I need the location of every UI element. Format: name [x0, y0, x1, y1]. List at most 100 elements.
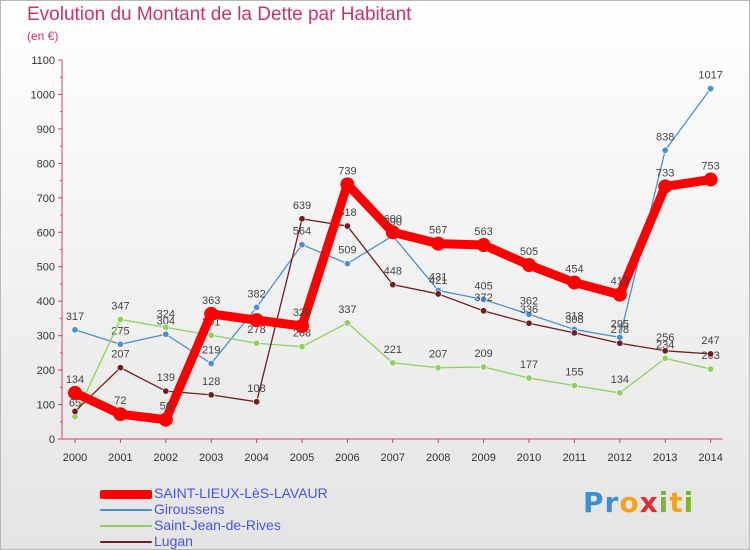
data-point: [385, 225, 400, 240]
data-point: [525, 310, 533, 318]
data-label: 405: [474, 280, 492, 292]
data-point: [116, 364, 124, 372]
data-label: 753: [701, 161, 719, 173]
y-tick-label: 400: [37, 296, 55, 308]
data-label: 234: [656, 339, 674, 351]
data-label: 505: [520, 246, 538, 258]
data-label: 563: [474, 226, 492, 238]
legend-swatch: [100, 541, 152, 543]
data-point: [340, 177, 355, 192]
data-label: 454: [565, 264, 583, 276]
x-tick-label: 2004: [244, 452, 268, 464]
y-tick-label: 300: [37, 331, 55, 343]
x-tick-label: 2012: [608, 452, 632, 464]
brand-letter: x: [639, 486, 659, 519]
x-tick-label: 2011: [563, 452, 587, 464]
data-point: [661, 146, 669, 154]
data-label: 372: [474, 292, 492, 304]
y-tick-label: 900: [37, 124, 55, 136]
data-label: 308: [565, 314, 583, 326]
x-tick-label: 2014: [698, 452, 722, 464]
legend-swatch: [100, 490, 152, 499]
data-label: 733: [656, 167, 674, 179]
data-point: [253, 398, 261, 406]
data-point: [207, 391, 215, 399]
data-label: 1017: [698, 70, 722, 82]
data-label: 207: [429, 349, 447, 361]
data-label: 134: [66, 374, 84, 386]
data-point: [162, 323, 170, 331]
legend-swatch: [100, 525, 152, 527]
x-tick-label: 2010: [517, 452, 541, 464]
chart-title: Evolution du Montant de la Dette par Hab…: [27, 4, 412, 25]
data-label: 139: [157, 372, 175, 384]
data-label: 347: [111, 300, 129, 312]
y-tick-label: 500: [37, 262, 55, 274]
data-point: [658, 179, 673, 194]
brand-letter: r: [604, 486, 620, 519]
data-label: 337: [338, 304, 356, 316]
data-point: [298, 343, 306, 351]
data-label: 278: [611, 324, 629, 336]
data-point: [616, 339, 624, 347]
data-point: [253, 303, 261, 311]
brand-letter: i: [683, 486, 695, 519]
x-tick-label: 2009: [471, 452, 495, 464]
data-point: [162, 330, 170, 338]
data-point: [616, 389, 624, 397]
data-label: 207: [111, 349, 129, 361]
brand-letter: i: [658, 486, 670, 519]
data-point: [204, 306, 219, 321]
y-tick-label: 600: [37, 227, 55, 239]
data-label: 362: [520, 295, 538, 307]
data-point: [567, 275, 582, 290]
data-point: [707, 350, 715, 358]
data-label: 421: [429, 275, 447, 287]
x-tick-label: 2006: [335, 452, 359, 464]
legend-label: Saint-Jean-de-Rives: [154, 517, 281, 533]
data-label: 448: [384, 266, 402, 278]
data-point: [71, 407, 79, 415]
data-label: 317: [66, 311, 84, 323]
y-tick-label: 200: [37, 365, 55, 377]
brand-logo: Proxiti: [583, 486, 694, 519]
data-label: 247: [701, 335, 719, 347]
data-point: [207, 331, 215, 339]
data-point: [522, 258, 536, 273]
x-tick-label: 2001: [108, 452, 132, 464]
data-label: 564: [293, 226, 311, 238]
data-point: [612, 287, 627, 302]
data-point: [343, 222, 351, 230]
legend-label: Giroussens: [154, 501, 225, 517]
data-point: [389, 281, 397, 289]
data-label: 419: [611, 276, 629, 288]
data-label: 600: [384, 213, 402, 225]
data-point: [434, 364, 442, 372]
data-point: [570, 382, 578, 390]
y-tick-label: 100: [37, 400, 55, 412]
data-label: 838: [656, 131, 674, 143]
brand-letter: t: [669, 486, 684, 519]
data-label: 639: [293, 200, 311, 212]
data-label: 363: [202, 295, 220, 307]
y-tick-label: 700: [37, 193, 55, 205]
data-label: 221: [384, 344, 402, 356]
y-tick-label: 1000: [31, 89, 55, 101]
data-label: 739: [338, 165, 356, 177]
data-point: [431, 236, 446, 251]
data-point: [707, 85, 715, 93]
data-point: [71, 326, 79, 334]
brand-letter: o: [619, 486, 640, 519]
data-label: 318: [565, 310, 583, 322]
legend-label: SAINT-LIEUX-LèS-LAVAUR: [154, 485, 328, 501]
data-point: [158, 412, 173, 427]
y-tick-label: 0: [49, 434, 55, 446]
data-label: 56: [160, 401, 172, 413]
data-point: [661, 347, 669, 355]
data-label: 336: [520, 304, 538, 316]
data-point: [525, 319, 533, 327]
data-point: [68, 385, 82, 400]
data-label: 65: [69, 398, 81, 410]
data-label: 567: [429, 225, 447, 237]
